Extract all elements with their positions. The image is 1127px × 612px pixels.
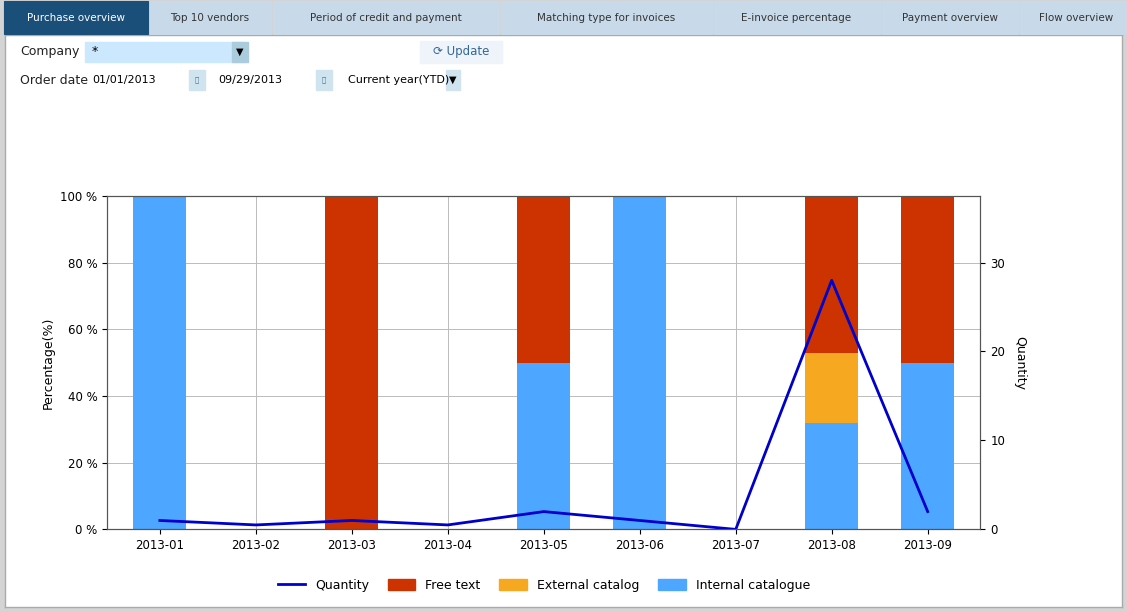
Bar <box>713 1 879 34</box>
Text: Order date: Order date <box>20 73 88 86</box>
Text: E-invoice percentage: E-invoice percentage <box>742 13 852 23</box>
Text: Company: Company <box>20 45 79 59</box>
Bar <box>85 70 190 90</box>
Text: *: * <box>92 45 98 59</box>
Text: Payment overview: Payment overview <box>902 13 997 23</box>
Y-axis label: Percentage(%): Percentage(%) <box>42 316 55 409</box>
Bar <box>446 70 460 90</box>
Bar <box>613 196 666 529</box>
Text: Current year(YTD): Current year(YTD) <box>348 75 450 85</box>
Bar <box>806 353 858 423</box>
Bar <box>326 196 379 529</box>
Bar <box>150 1 270 34</box>
Text: ▼: ▼ <box>450 75 456 85</box>
Bar <box>340 70 458 90</box>
Text: Top 10 vendors: Top 10 vendors <box>170 13 249 23</box>
Text: ▼: ▼ <box>237 47 243 57</box>
Bar <box>881 1 1018 34</box>
Bar <box>273 1 498 34</box>
Y-axis label: Quantity: Quantity <box>1013 335 1026 390</box>
Bar <box>316 70 332 90</box>
Bar <box>5 1 148 34</box>
Text: 01/01/2013: 01/01/2013 <box>92 75 156 85</box>
Bar <box>232 42 248 62</box>
Text: ⬛: ⬛ <box>322 76 326 83</box>
Bar <box>189 70 205 90</box>
Text: ⬛: ⬛ <box>195 76 199 83</box>
Bar <box>133 196 186 529</box>
Text: Matching type for invoices: Matching type for invoices <box>536 13 675 23</box>
Legend: Quantity, Free text, External catalog, Internal catalogue: Quantity, Free text, External catalog, I… <box>273 573 815 597</box>
Bar <box>902 196 955 362</box>
Text: ⟳ Update: ⟳ Update <box>433 45 489 59</box>
Bar <box>85 42 245 62</box>
Bar <box>806 196 858 353</box>
Bar <box>1020 1 1127 34</box>
Bar <box>517 362 570 529</box>
Bar <box>420 41 502 63</box>
Text: Period of credit and payment: Period of credit and payment <box>310 13 461 23</box>
Text: 09/29/2013: 09/29/2013 <box>218 75 282 85</box>
Bar <box>517 196 570 362</box>
Text: Flow overview: Flow overview <box>1039 13 1113 23</box>
Text: Purchase overview: Purchase overview <box>27 13 125 23</box>
Bar <box>902 362 955 529</box>
Bar <box>500 1 711 34</box>
Bar <box>806 423 858 529</box>
Bar <box>212 70 317 90</box>
